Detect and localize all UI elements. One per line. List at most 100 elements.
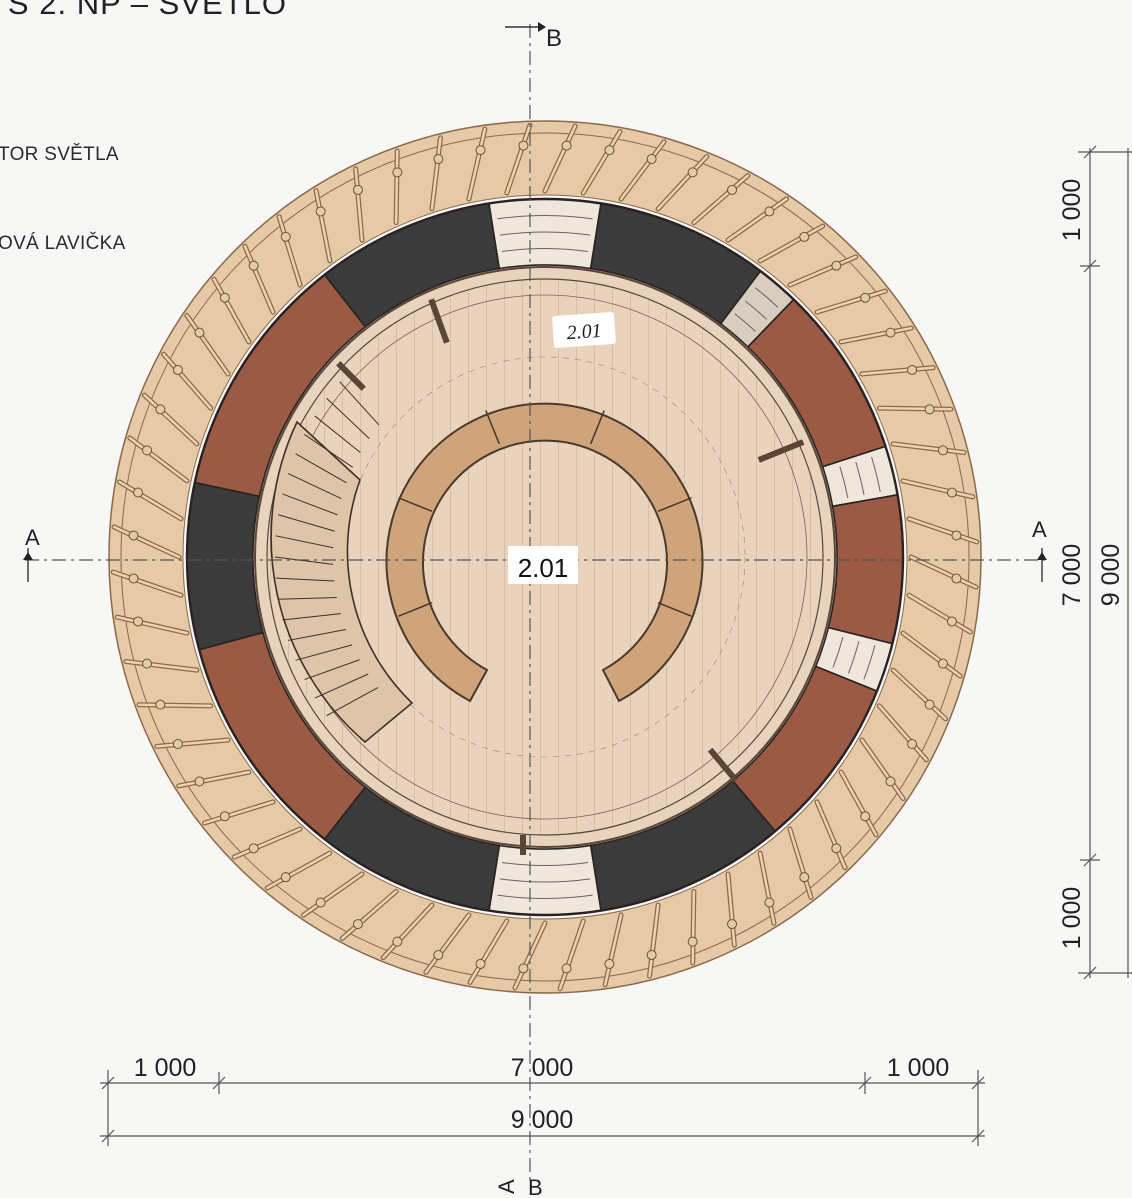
timber-post-face — [788, 827, 813, 899]
dimension-horizontal — [100, 1070, 985, 1146]
timber-post-face — [726, 872, 736, 947]
room-label-center: 2.01 — [508, 546, 578, 584]
stair-tread — [339, 381, 380, 426]
window-mullion — [501, 247, 589, 252]
stair-tread — [314, 415, 361, 453]
timber-post-face — [203, 800, 275, 825]
timber-post-face — [891, 668, 947, 721]
timber-post-face — [758, 851, 776, 925]
timber-post-face — [212, 278, 251, 344]
bench-joint — [398, 601, 433, 617]
dim-h-total: 9 000 — [511, 1106, 574, 1134]
stair-tread — [274, 556, 334, 565]
timber-post-knob — [727, 919, 738, 930]
timber-post-face — [467, 127, 487, 201]
dim-h-mid: 7 000 — [511, 1054, 574, 1082]
legend-item-light: TOR SVĚTLA — [0, 144, 119, 166]
timber-post-knob — [194, 776, 205, 787]
timber-post-face — [788, 255, 858, 287]
room-number-handwritten: 2.01 — [566, 320, 602, 344]
bench-joint — [485, 410, 501, 445]
timber-post-knob — [352, 919, 363, 930]
timber-post-knob — [885, 327, 896, 338]
timber-post-face — [901, 631, 962, 678]
timber-post-face — [430, 136, 442, 211]
timber-post-face — [394, 149, 399, 224]
timber-post-face — [815, 289, 887, 314]
timber-post-face — [815, 800, 847, 870]
window-mullion — [839, 466, 849, 499]
timber-post-knob — [280, 231, 291, 242]
timber-post-face — [112, 525, 181, 559]
timber-post-knob — [604, 145, 615, 156]
bench-joint — [589, 410, 605, 445]
timber-post-knob — [219, 292, 230, 303]
timber-post-knob — [433, 949, 444, 960]
window-mullion — [871, 457, 881, 492]
section-line-b: B B — [505, 22, 562, 1198]
wall-segment — [827, 493, 904, 645]
timber-post-knob — [860, 811, 871, 822]
timber-post-face — [656, 155, 709, 211]
timber-post-face — [354, 167, 364, 242]
timber-post-knob — [907, 739, 918, 750]
timber-post-knob — [352, 184, 363, 195]
timber-post-face — [266, 851, 332, 890]
timber-post-face — [878, 704, 928, 762]
timber-post-knob — [315, 897, 326, 908]
timber-post-knob — [194, 327, 205, 338]
section-b-label-top: B — [546, 25, 562, 52]
timber-post-knob — [128, 573, 139, 584]
timber-post-knob — [392, 936, 403, 947]
stair-tread — [282, 493, 338, 516]
timber-post-face — [340, 890, 398, 940]
timber-post-knob — [946, 487, 957, 498]
section-b-label-bottom: B — [528, 1175, 543, 1198]
timber-post-knob — [248, 260, 259, 271]
timber-post-knob — [155, 404, 166, 415]
timber-post-knob — [219, 811, 230, 822]
timber-post-face — [758, 224, 824, 263]
timber-post-knob — [518, 963, 529, 974]
timber-post-face — [118, 480, 183, 520]
timber-post-face — [603, 913, 623, 987]
timber-post-face — [907, 517, 978, 544]
stair-tread — [304, 659, 360, 681]
timber-post-face — [543, 124, 577, 193]
timber-post-face — [302, 872, 364, 917]
timber-post-knob — [280, 872, 291, 883]
timber-post-knob — [799, 231, 810, 242]
dim-h-right: 1 000 — [887, 1054, 950, 1082]
timber-post-face — [860, 366, 935, 376]
stair-tread — [326, 397, 370, 439]
wall-outer-edge — [185, 197, 905, 917]
timber-post-face — [648, 903, 660, 978]
stair-tread — [314, 673, 369, 699]
window-mullion — [855, 461, 865, 496]
timber-post-knob — [764, 897, 775, 908]
timber-post-face — [314, 189, 332, 263]
timber-post-face — [907, 594, 972, 634]
timber-post-knob — [951, 530, 962, 541]
wall-ring — [185, 197, 905, 917]
timber-post-knob — [172, 364, 183, 375]
window-mullion — [847, 640, 860, 674]
wall-segment — [488, 198, 602, 270]
timber-post-face — [243, 244, 275, 314]
timber-post-knob — [764, 206, 775, 217]
stair-tread — [326, 687, 379, 717]
timber-post-knob — [937, 658, 948, 669]
stair-tread — [282, 613, 341, 621]
wall-lights — [336, 298, 805, 855]
timber-post-face — [619, 140, 666, 201]
timber-post-knob — [831, 843, 842, 854]
legend-label: OVÁ LAVIČKA — [0, 233, 126, 254]
stair-tread — [295, 453, 347, 484]
window-mullion — [863, 645, 876, 680]
legend-item-bench: OVÁ LAVIČKA — [0, 233, 126, 255]
window-mullion — [832, 636, 844, 668]
window-mullion — [734, 313, 756, 332]
stair-tread — [278, 514, 335, 532]
stair-tread — [295, 644, 353, 661]
